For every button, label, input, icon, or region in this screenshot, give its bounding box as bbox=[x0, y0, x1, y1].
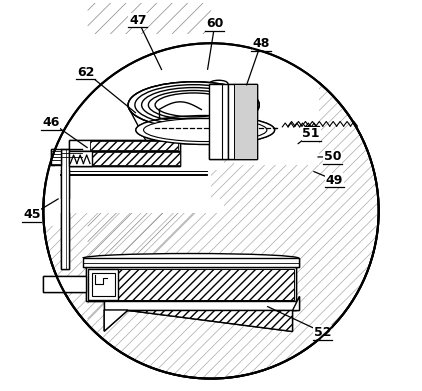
Bar bbox=[304, 127, 316, 135]
Bar bbox=[51, 149, 61, 165]
Bar bbox=[82, 258, 300, 267]
Bar bbox=[61, 149, 69, 269]
Bar bbox=[69, 140, 180, 151]
Text: 50: 50 bbox=[324, 151, 341, 163]
Bar bbox=[86, 267, 296, 301]
Polygon shape bbox=[45, 134, 211, 203]
Text: 60: 60 bbox=[206, 18, 224, 30]
Ellipse shape bbox=[136, 115, 275, 144]
Ellipse shape bbox=[128, 82, 259, 128]
Bar bbox=[55, 142, 225, 170]
Text: 48: 48 bbox=[252, 37, 270, 50]
Bar bbox=[83, 258, 299, 267]
Ellipse shape bbox=[143, 118, 267, 142]
Ellipse shape bbox=[155, 93, 232, 117]
Bar bbox=[69, 152, 180, 165]
Polygon shape bbox=[104, 310, 128, 331]
Bar bbox=[69, 152, 90, 165]
Polygon shape bbox=[292, 296, 299, 310]
Bar bbox=[209, 84, 228, 159]
Bar bbox=[88, 269, 294, 300]
Polygon shape bbox=[104, 310, 128, 331]
Bar bbox=[88, 269, 119, 300]
Bar bbox=[83, 258, 299, 267]
Ellipse shape bbox=[209, 80, 228, 87]
Bar bbox=[69, 151, 92, 166]
Text: 62: 62 bbox=[77, 66, 95, 79]
Text: 51: 51 bbox=[303, 127, 320, 140]
Polygon shape bbox=[45, 34, 68, 226]
Bar bbox=[228, 84, 257, 159]
Bar bbox=[61, 149, 69, 269]
Bar bbox=[104, 301, 296, 310]
Text: 45: 45 bbox=[23, 208, 41, 221]
Bar bbox=[234, 84, 257, 159]
Circle shape bbox=[43, 43, 379, 378]
Bar bbox=[228, 84, 257, 159]
Bar bbox=[92, 273, 115, 296]
Ellipse shape bbox=[83, 253, 299, 263]
Bar bbox=[69, 151, 180, 166]
Bar bbox=[90, 141, 178, 150]
Polygon shape bbox=[68, 34, 319, 165]
Bar bbox=[104, 301, 296, 310]
Text: 47: 47 bbox=[129, 14, 146, 27]
Bar bbox=[43, 276, 86, 292]
Bar bbox=[306, 126, 319, 136]
Polygon shape bbox=[128, 310, 292, 331]
Polygon shape bbox=[292, 296, 299, 310]
Bar bbox=[51, 149, 61, 165]
Bar bbox=[92, 273, 115, 296]
Polygon shape bbox=[128, 310, 292, 331]
Bar bbox=[69, 140, 180, 151]
Bar bbox=[92, 152, 180, 165]
Bar bbox=[209, 84, 228, 159]
Bar bbox=[55, 199, 225, 213]
Bar bbox=[69, 151, 180, 166]
Circle shape bbox=[43, 43, 379, 378]
Text: 52: 52 bbox=[314, 326, 332, 339]
Bar bbox=[234, 84, 257, 159]
Bar bbox=[43, 276, 86, 292]
Text: 46: 46 bbox=[42, 116, 60, 129]
Bar bbox=[90, 141, 178, 150]
Ellipse shape bbox=[136, 115, 275, 144]
Bar bbox=[88, 269, 119, 300]
Bar bbox=[88, 269, 294, 300]
Ellipse shape bbox=[143, 118, 267, 142]
Ellipse shape bbox=[128, 82, 259, 128]
Text: 49: 49 bbox=[326, 174, 343, 187]
Bar bbox=[86, 267, 296, 301]
